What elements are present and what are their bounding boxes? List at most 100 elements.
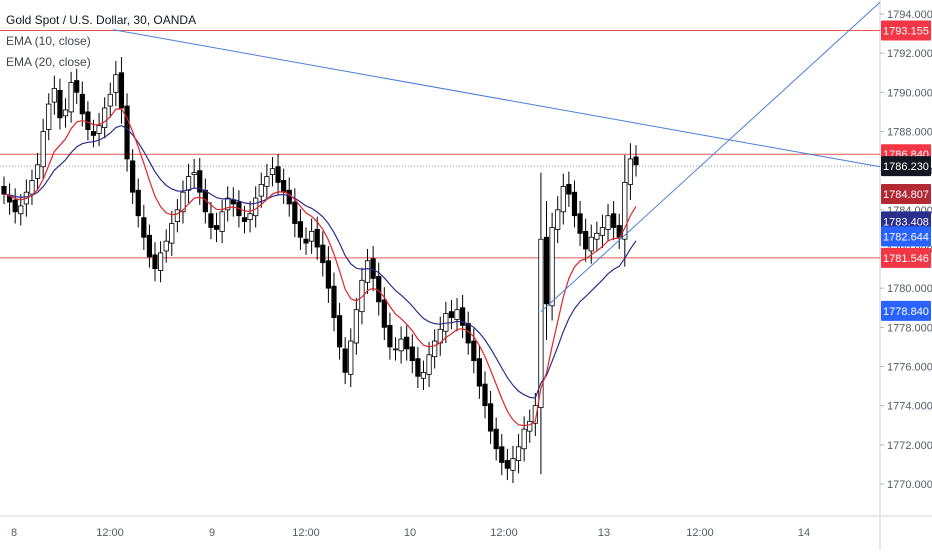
candle-body bbox=[487, 403, 494, 432]
y-tick-label: 1790.000 bbox=[887, 87, 932, 99]
candle-body bbox=[174, 209, 180, 222]
candle-body bbox=[275, 166, 281, 183]
candle-body bbox=[57, 89, 63, 119]
candle-body bbox=[398, 338, 404, 352]
candle-body bbox=[152, 254, 158, 269]
candle-body bbox=[325, 260, 331, 289]
candle-body bbox=[135, 189, 141, 217]
y-tick-label: 1788.000 bbox=[887, 127, 932, 139]
candle-body bbox=[493, 428, 499, 450]
candle-body bbox=[191, 172, 197, 175]
candle-body bbox=[594, 232, 600, 240]
price-label-bg bbox=[881, 156, 931, 177]
candle-body bbox=[309, 230, 315, 242]
candle-body bbox=[583, 230, 589, 250]
candle-body bbox=[588, 236, 594, 252]
candle-body bbox=[364, 260, 371, 283]
candle-body bbox=[605, 215, 611, 230]
candle-body bbox=[336, 315, 343, 348]
x-tick-label: 10 bbox=[404, 527, 416, 539]
candle-body bbox=[163, 240, 169, 252]
price-label: 1778.840 bbox=[883, 306, 929, 318]
y-tick-label: 1770.000 bbox=[887, 479, 932, 491]
candle-body bbox=[381, 299, 387, 328]
candle-body bbox=[107, 93, 113, 107]
candle-body bbox=[622, 182, 628, 240]
candle-body bbox=[146, 234, 153, 258]
candle-body bbox=[258, 183, 264, 197]
price-label-bg bbox=[881, 300, 931, 321]
candle-body bbox=[74, 80, 80, 93]
candle-body bbox=[230, 199, 236, 205]
candle-body bbox=[611, 213, 617, 228]
price-labels: 1793.1551786.8401786.2301784.8071783.408… bbox=[881, 20, 931, 321]
candle-body bbox=[342, 348, 348, 373]
x-tick-label: 13 bbox=[598, 527, 610, 539]
time-axis[interactable]: 8 12:00 9 12:00 10 12:00 13 12:00 14 bbox=[11, 527, 810, 539]
candle-body bbox=[510, 458, 516, 471]
x-tick-label: 12:00 bbox=[686, 527, 714, 539]
candle-body bbox=[549, 227, 555, 307]
candle-body bbox=[297, 221, 304, 238]
legend-title: Gold Spot / U.S. Dollar, 30, OANDA bbox=[6, 13, 197, 27]
candle-body bbox=[247, 213, 253, 221]
candle-body bbox=[599, 227, 606, 236]
price-label: 1781.546 bbox=[883, 253, 929, 265]
horizontal-lines bbox=[0, 30, 880, 259]
candle-body bbox=[225, 197, 231, 211]
ema10-line bbox=[3, 108, 637, 427]
y-tick-label: 1778.000 bbox=[887, 322, 932, 334]
candle-body bbox=[197, 170, 203, 193]
candle-body bbox=[387, 324, 393, 348]
candle-body bbox=[281, 180, 287, 193]
x-tick-label: 9 bbox=[209, 527, 215, 539]
support-trendline bbox=[540, 1, 881, 313]
candle-body bbox=[62, 109, 69, 117]
candle-body bbox=[348, 340, 354, 375]
candle-body bbox=[633, 156, 639, 166]
candle-body bbox=[113, 74, 119, 93]
candle-body bbox=[158, 252, 164, 271]
price-label-bg bbox=[881, 226, 931, 247]
candle-body bbox=[1, 185, 7, 195]
y-tick-label: 1772.000 bbox=[887, 440, 932, 452]
price-label: 1786.230 bbox=[883, 161, 929, 173]
candle-body bbox=[432, 340, 438, 358]
candle-body bbox=[515, 446, 522, 461]
candle-body bbox=[303, 238, 309, 244]
candle-body bbox=[476, 358, 482, 387]
candle-body bbox=[443, 313, 449, 332]
candle-body bbox=[353, 309, 359, 344]
price-label: 1783.408 bbox=[883, 216, 929, 228]
trendlines bbox=[112, 1, 881, 313]
candle-body bbox=[426, 354, 432, 375]
candle-body bbox=[392, 348, 399, 351]
ema20-line bbox=[3, 124, 637, 399]
resistance-trendline bbox=[112, 29, 881, 168]
chart-legend: Gold Spot / U.S. Dollar, 30, OANDA EMA (… bbox=[6, 10, 196, 73]
candle-body bbox=[29, 180, 35, 195]
candle-body bbox=[185, 176, 192, 191]
candle-body bbox=[130, 160, 136, 193]
price-label: 1784.807 bbox=[883, 189, 929, 201]
candle-body bbox=[499, 446, 505, 463]
y-tick-label: 1780.000 bbox=[887, 283, 932, 295]
price-label-bg bbox=[881, 184, 931, 205]
x-tick-label: 14 bbox=[798, 527, 810, 539]
y-tick-label: 1776.000 bbox=[887, 362, 932, 374]
candle-body bbox=[482, 383, 488, 407]
candle-body bbox=[180, 191, 186, 213]
y-tick-label: 1792.000 bbox=[887, 48, 932, 60]
x-tick-label: 12:00 bbox=[96, 527, 124, 539]
candle-body bbox=[292, 201, 298, 224]
candle-body bbox=[208, 213, 214, 228]
candle-body bbox=[90, 131, 97, 136]
candle-body bbox=[85, 111, 91, 130]
candle-body bbox=[118, 72, 125, 109]
legend-ema20: EMA (20, close) bbox=[6, 55, 91, 69]
candle-body bbox=[627, 158, 634, 185]
candle-body bbox=[320, 244, 326, 264]
